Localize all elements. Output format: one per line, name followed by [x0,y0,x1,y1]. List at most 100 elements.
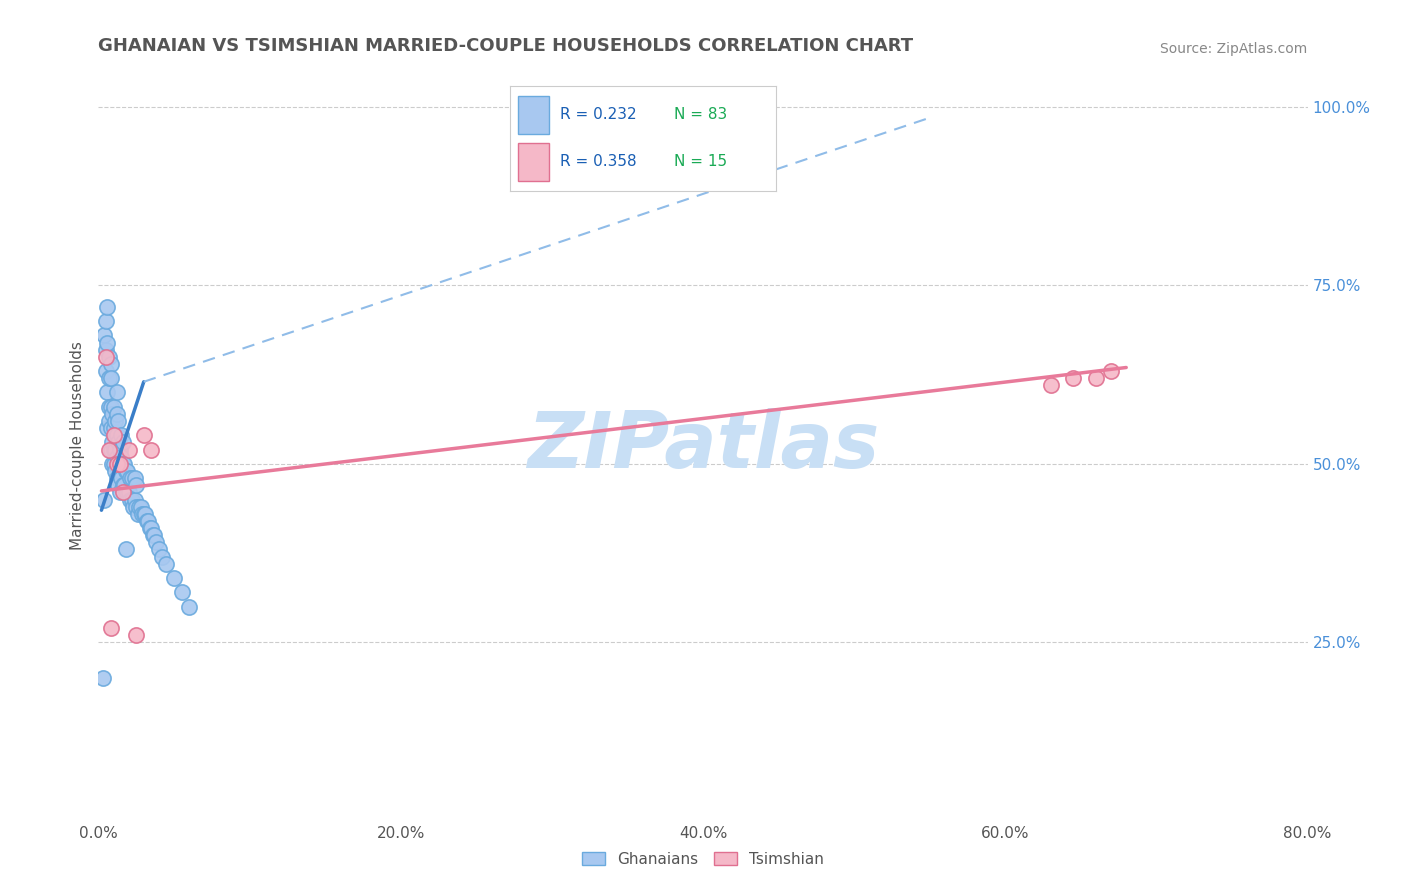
Point [155,557,177,571]
Point [114,485,136,500]
Point [135,514,157,528]
Point [103,421,125,435]
Point [91,671,114,685]
Point [112,478,135,492]
Point [96,421,118,435]
Point [110,450,132,464]
Point [104,414,127,428]
Point [124,471,146,485]
Point [148,542,170,557]
Point [105,450,128,464]
Point [93,328,115,343]
Point [108,457,131,471]
Point [93,492,115,507]
Point [120,492,142,507]
Point [111,457,134,471]
Point [134,507,156,521]
Point [107,414,129,428]
Point [120,471,142,485]
Text: GHANAIAN VS TSIMSHIAN MARRIED-COUPLE HOUSEHOLDS CORRELATION CHART: GHANAIAN VS TSIMSHIAN MARRIED-COUPLE HOU… [98,37,914,54]
Point [105,471,128,485]
Point [122,500,145,514]
Point [145,535,167,549]
Point [107,435,129,450]
Point [125,500,148,514]
Point [100,621,122,635]
Point [96,385,118,400]
Point [170,585,193,599]
Point [114,542,136,557]
Point [108,485,131,500]
Point [121,492,143,507]
Point [115,464,138,478]
Point [132,507,155,521]
Text: Source: ZipAtlas.com: Source: ZipAtlas.com [1160,43,1308,56]
Point [107,457,129,471]
Y-axis label: Married-couple Households: Married-couple Households [69,342,84,550]
Point [103,442,125,457]
Point [96,300,118,314]
Point [101,435,124,450]
Point [100,400,122,414]
Point [98,400,121,414]
Point [98,371,121,385]
Point [131,507,153,521]
Point [98,442,121,457]
Point [141,442,163,457]
Point [121,471,143,485]
Point [125,478,148,492]
Point [98,414,121,428]
Point [1085,371,1108,385]
Point [104,464,127,478]
Point [115,485,138,500]
Point [114,464,136,478]
Legend: Ghanaians, Tsimshian: Ghanaians, Tsimshian [576,846,830,873]
Point [100,421,122,435]
Point [110,471,132,485]
Point [150,549,173,564]
Point [179,599,201,614]
Point [105,428,128,442]
Point [136,514,159,528]
Point [108,464,131,478]
Point [96,335,118,350]
Point [100,442,122,457]
Point [103,457,125,471]
Point [125,628,148,642]
Point [141,521,163,535]
Point [110,428,132,442]
Point [107,478,129,492]
Point [118,485,141,500]
Point [112,457,135,471]
Point [1062,371,1084,385]
Point [132,428,155,442]
Point [124,492,146,507]
Point [111,435,134,450]
Text: ZIPatlas: ZIPatlas [527,408,879,484]
Point [104,442,127,457]
Point [94,343,117,357]
Point [118,442,141,457]
Point [105,385,128,400]
Point [111,478,134,492]
Point [105,407,128,421]
Point [139,521,162,535]
Point [105,457,128,471]
Point [127,507,149,521]
Point [94,314,117,328]
Point [1099,364,1122,378]
Point [103,400,125,414]
Point [128,500,150,514]
Point [101,457,124,471]
Point [100,371,122,385]
Point [94,350,117,364]
Point [142,528,165,542]
Point [111,485,134,500]
Point [98,350,121,364]
Point [103,428,125,442]
Point [94,364,117,378]
Point [101,407,124,421]
Point [100,357,122,371]
Point [129,500,152,514]
Point [108,442,131,457]
